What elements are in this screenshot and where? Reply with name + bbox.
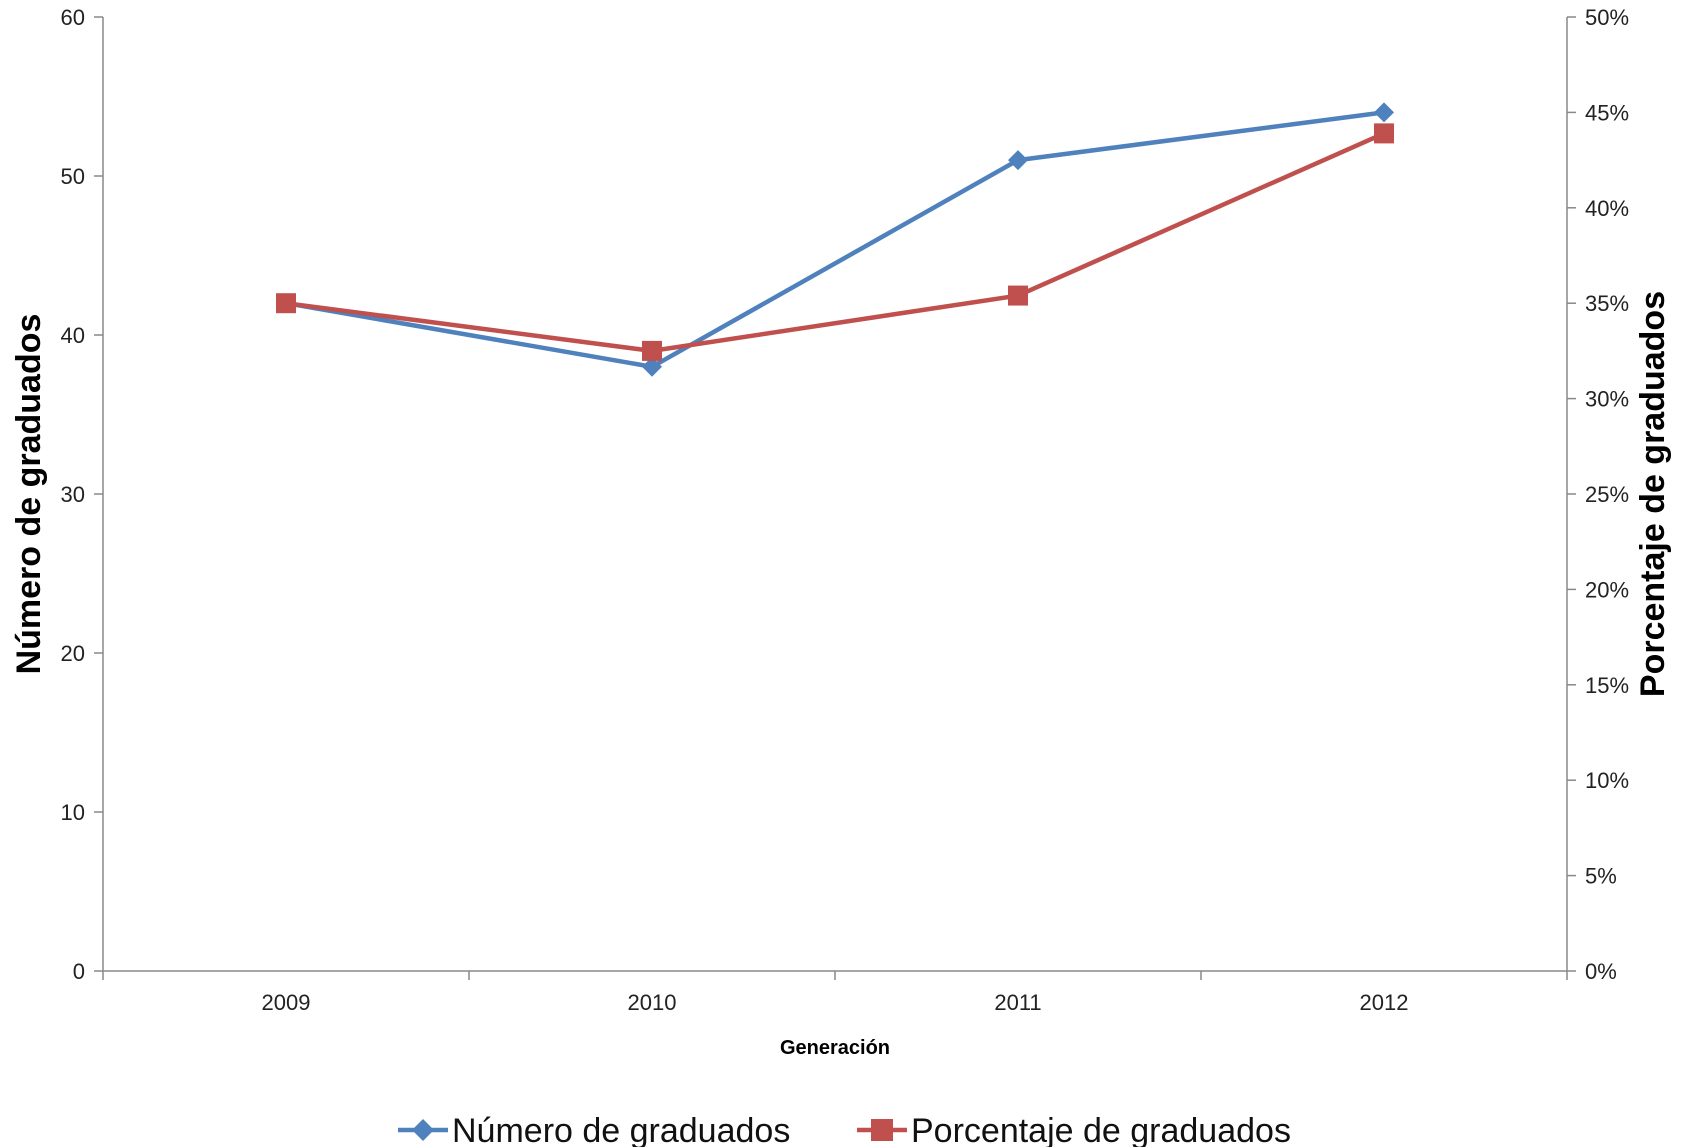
legend-label-numero: Número de graduados bbox=[452, 1112, 790, 1147]
series-layer bbox=[276, 102, 1394, 377]
right-tick-label: 0% bbox=[1585, 959, 1617, 984]
series-line-numero bbox=[285, 110, 1385, 370]
right-tick-label: 20% bbox=[1585, 577, 1629, 602]
x-axis-title: Generación bbox=[780, 1037, 890, 1059]
data-point-square bbox=[276, 293, 296, 314]
right-tick-label: 10% bbox=[1585, 768, 1629, 793]
right-tick-label: 40% bbox=[1585, 196, 1629, 221]
data-point-diamond bbox=[1374, 102, 1394, 123]
left-tick-label: 0 bbox=[73, 959, 85, 984]
legend-diamond-marker bbox=[412, 1119, 434, 1141]
legend-square-marker bbox=[871, 1119, 893, 1141]
data-point-square bbox=[642, 340, 662, 361]
left-axis-title: Número de graduados bbox=[10, 314, 48, 675]
x-tick-label: 2011 bbox=[994, 990, 1041, 1015]
right-tick-label: 50% bbox=[1585, 5, 1629, 30]
legend-label-porcentaje: Porcentaje de graduados bbox=[911, 1112, 1291, 1147]
left-tick-label: 20 bbox=[61, 641, 85, 666]
data-point-diamond bbox=[1008, 150, 1028, 171]
right-tick-label: 15% bbox=[1585, 673, 1629, 698]
x-ticks: 2009 2010 2011 2012 bbox=[102, 971, 1568, 1015]
left-tick-label: 30 bbox=[61, 482, 85, 507]
x-tick-label: 2012 bbox=[1360, 990, 1409, 1015]
left-tick-label: 10 bbox=[61, 800, 85, 825]
legend: Número de graduados Porcentaje de gradua… bbox=[398, 1112, 1291, 1147]
legend-item-porcentaje: Porcentaje de graduados bbox=[857, 1112, 1291, 1147]
right-tick-label: 35% bbox=[1585, 291, 1629, 316]
right-ticks: 0% 5% 10% 15% 20% 25% 30% 35% 40% 45% 50% bbox=[1567, 5, 1629, 984]
data-point-square bbox=[1008, 285, 1028, 306]
x-tick-label: 2010 bbox=[628, 990, 677, 1015]
data-point-square bbox=[1374, 123, 1394, 144]
right-tick-label: 30% bbox=[1585, 387, 1629, 412]
axes bbox=[102, 17, 1568, 972]
x-tick-label: 2009 bbox=[262, 990, 311, 1015]
right-axis-title: Porcentaje de graduados bbox=[1634, 291, 1672, 697]
series-line-porcentaje bbox=[285, 131, 1385, 354]
right-tick-label: 25% bbox=[1585, 482, 1629, 507]
left-tick-label: 40 bbox=[61, 323, 85, 348]
left-tick-label: 60 bbox=[61, 5, 85, 30]
right-tick-label: 45% bbox=[1585, 100, 1629, 125]
right-tick-label: 5% bbox=[1585, 864, 1617, 889]
left-tick-label: 50 bbox=[61, 164, 85, 189]
left-ticks: 0 10 20 30 40 50 60 bbox=[61, 5, 103, 984]
legend-item-numero: Número de graduados bbox=[398, 1112, 790, 1147]
data-point-diamond bbox=[642, 356, 662, 377]
